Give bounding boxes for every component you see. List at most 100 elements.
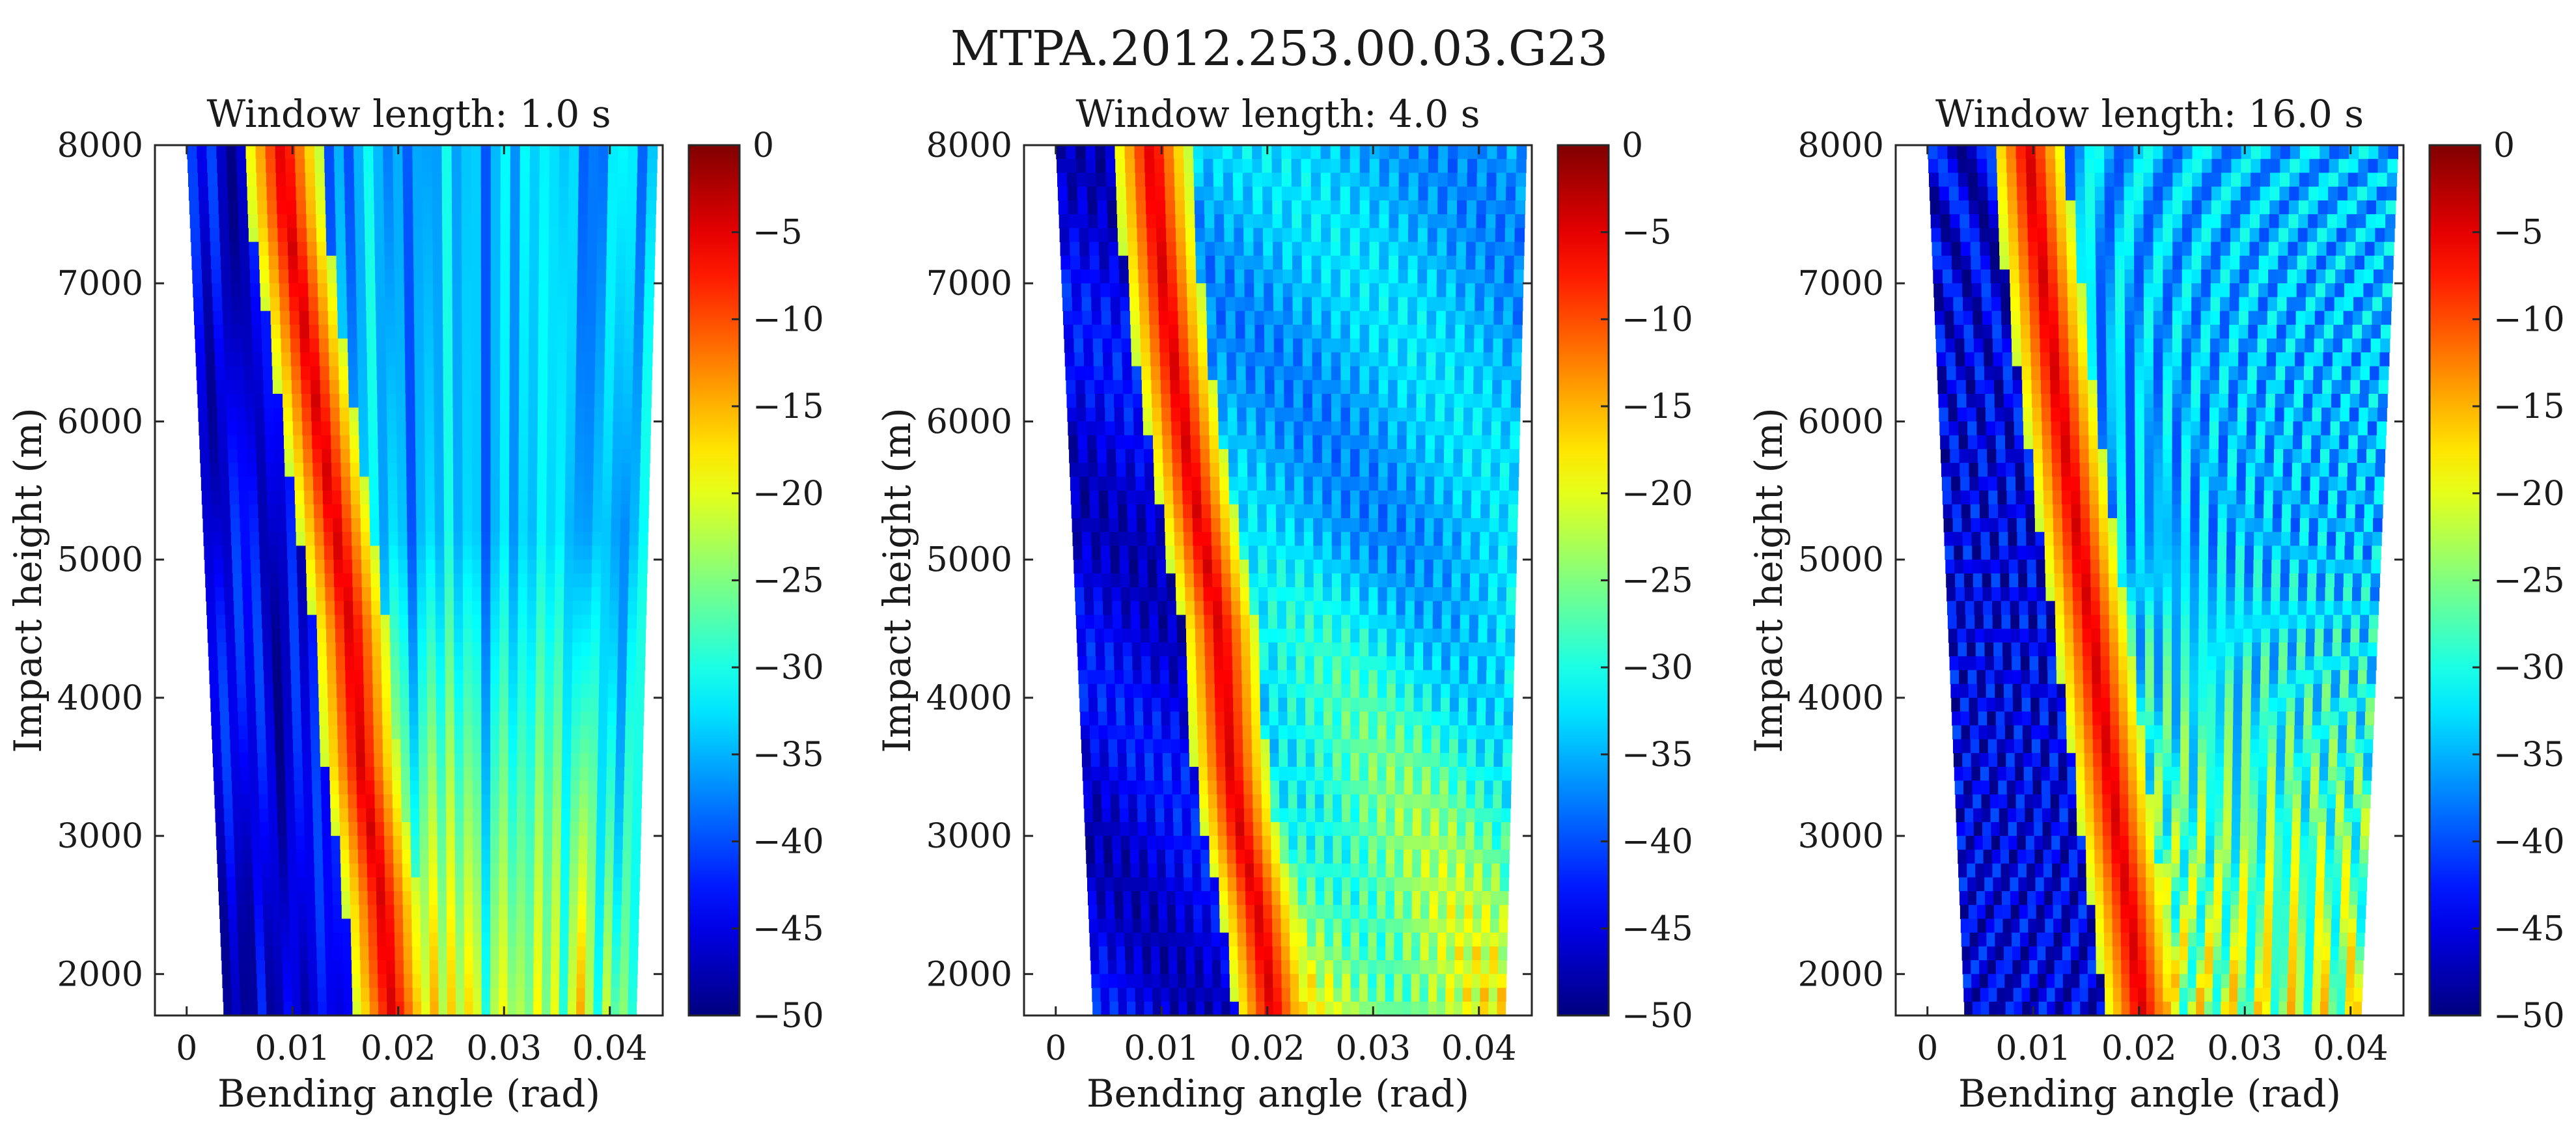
heatmap-cell (1174, 159, 1184, 173)
heatmap-cell (1296, 683, 1306, 698)
heatmap-cell (1501, 421, 1511, 436)
heatmap-cell (1512, 352, 1522, 367)
heatmap-cell (1417, 269, 1428, 284)
heatmap-cell (1471, 504, 1481, 519)
heatmap-cell (233, 338, 243, 353)
heatmap-cell (1136, 214, 1147, 228)
heatmap-cell (221, 752, 231, 767)
heatmap-cell (391, 725, 401, 740)
heatmap-cell (256, 463, 267, 477)
heatmap-cell (359, 449, 369, 463)
heatmap-cell (554, 601, 564, 616)
colorbar-tick-label: −5 (753, 214, 803, 253)
heatmap-cell (355, 242, 366, 256)
heatmap-cell (1215, 269, 1226, 284)
heatmap-cell (400, 739, 410, 754)
heatmap-cell (1396, 532, 1407, 546)
heatmap-cell (555, 532, 565, 546)
heatmap-cell (1286, 573, 1295, 588)
heatmap-cell (552, 794, 562, 809)
colorbar-tick-label: −40 (753, 823, 824, 862)
heatmap-cell (570, 821, 579, 836)
heatmap-cell (453, 518, 464, 532)
heatmap-cell (335, 614, 345, 629)
heatmap-cell (1454, 366, 1465, 381)
heatmap-cell (1198, 352, 1208, 367)
heatmap-cell (646, 200, 657, 215)
heatmap-cell (316, 932, 325, 947)
heatmap-cell (534, 877, 544, 892)
heatmap-cell (367, 352, 377, 367)
heatmap-cell (340, 863, 350, 878)
heatmap-cell (508, 739, 518, 754)
heatmap-cell (1340, 311, 1351, 325)
heatmap-cell (217, 863, 227, 878)
heatmap-cell (1159, 670, 1170, 685)
heatmap-cell (414, 366, 425, 381)
heatmap-cell (292, 697, 301, 712)
heatmap-cell (187, 145, 197, 159)
heatmap-cell (325, 601, 335, 616)
heatmap-cell (257, 987, 267, 1002)
heatmap-cell (1248, 518, 1258, 532)
heatmap-cell (324, 545, 334, 560)
heatmap-cell (1105, 656, 1115, 670)
heatmap-cell (1266, 504, 1277, 519)
heatmap-cell (490, 297, 501, 312)
heatmap-cell (587, 891, 596, 905)
heatmap-cell (510, 200, 521, 215)
heatmap-cell (549, 173, 560, 187)
heatmap-cell (472, 628, 482, 643)
heatmap-cell (239, 974, 249, 989)
heatmap-cell (1321, 200, 1331, 215)
heatmap-cell (255, 918, 264, 933)
heatmap-cell (212, 752, 223, 767)
heatmap-cell (1350, 435, 1360, 450)
heatmap-cell (533, 987, 542, 1002)
heatmap-cell (1235, 324, 1246, 339)
heatmap-cell (620, 960, 630, 974)
heatmap-cell (307, 269, 318, 284)
heatmap-cell (1435, 324, 1447, 339)
heatmap-cell (217, 421, 228, 436)
heatmap-cell (247, 463, 257, 477)
heatmap-cell (577, 877, 587, 892)
heatmap-cell (1188, 338, 1198, 353)
heatmap-cell (597, 767, 607, 781)
heatmap-cell (238, 200, 248, 215)
heatmap-cell (361, 987, 370, 1002)
heatmap-cell (1292, 228, 1303, 243)
heatmap-cell (240, 780, 251, 795)
heatmap-cell (1433, 573, 1443, 588)
heatmap-cell (1464, 352, 1475, 367)
heatmap-cell (600, 642, 609, 657)
heatmap-cell (564, 559, 574, 574)
heatmap-cell (1088, 214, 1098, 228)
heatmap-cell (628, 573, 639, 588)
heatmap-cell (620, 518, 630, 532)
heatmap-cell (1152, 421, 1163, 436)
heatmap-cell (289, 614, 299, 629)
heatmap-cell (510, 311, 520, 325)
heatmap-cell (436, 683, 446, 698)
heatmap-cell (402, 891, 412, 905)
heatmap-cell (1167, 269, 1178, 284)
heatmap-cell (1493, 297, 1504, 312)
heatmap-cell (490, 269, 501, 284)
heatmap-cell (1350, 159, 1361, 173)
heatmap-cell (1368, 504, 1379, 519)
heatmap-cell (1087, 435, 1097, 450)
heatmap-cell (257, 752, 267, 767)
heatmap-cell (1462, 476, 1473, 491)
heatmap-cell (490, 863, 500, 878)
heatmap-cell (1226, 338, 1236, 353)
heatmap-cell (335, 214, 346, 228)
heatmap-cell (290, 960, 300, 974)
heatmap-cell (643, 324, 654, 339)
heatmap-cell (1208, 394, 1219, 408)
heatmap-cell (509, 324, 520, 339)
heatmap-cell (248, 752, 258, 767)
heatmap-cell (447, 1001, 456, 1015)
heatmap-cell (1137, 545, 1148, 560)
heatmap-cell (324, 891, 333, 905)
